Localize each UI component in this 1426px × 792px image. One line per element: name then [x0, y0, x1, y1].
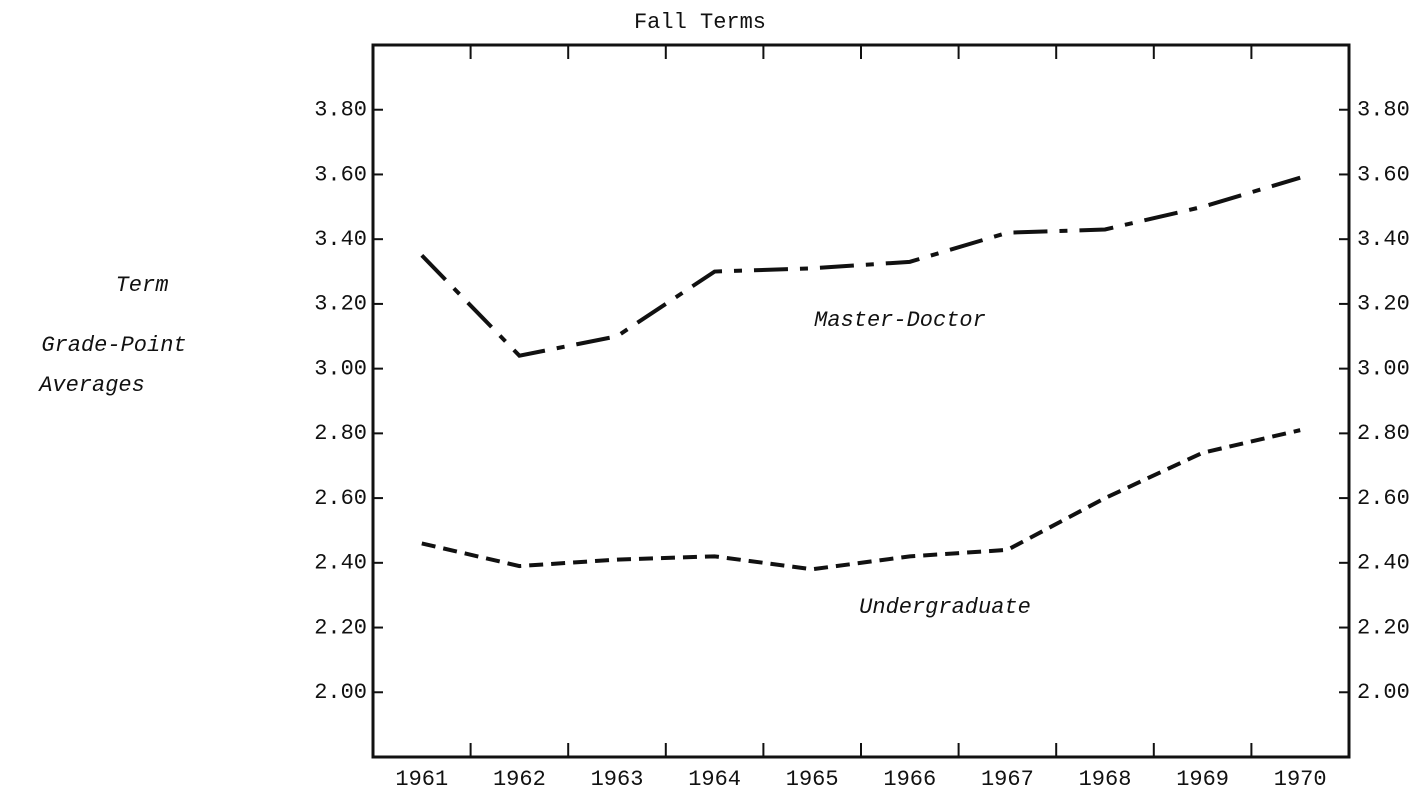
y-tick-label: 2.00 [314, 680, 367, 705]
x-tick-label: 1962 [493, 767, 546, 792]
y-tick-label: 3.80 [314, 98, 367, 123]
y2-tick-label: 3.40 [1357, 227, 1410, 252]
series-label: Undergraduate [859, 595, 1031, 620]
y-tick-label: 3.00 [314, 356, 367, 381]
series-label: Master-Doctor [814, 308, 986, 333]
y2-tick-label: 2.80 [1357, 421, 1410, 446]
y-tick-label: 2.60 [314, 486, 367, 511]
y-axis-label: Averages [37, 373, 145, 398]
y2-tick-label: 2.20 [1357, 615, 1410, 640]
plot-frame [371, 43, 1351, 759]
y2-tick-label: 2.00 [1357, 680, 1410, 705]
x-tick-label: 1967 [981, 767, 1034, 792]
y2-tick-label: 2.60 [1357, 486, 1410, 511]
series-line [420, 175, 1301, 358]
x-tick-label: 1966 [883, 767, 936, 792]
x-tick-label: 1961 [395, 767, 448, 792]
y2-tick-label: 2.40 [1357, 551, 1410, 576]
y-axis-label: Grade-Point [41, 333, 186, 358]
chart-title: Fall Terms [634, 10, 766, 35]
x-tick-label: 1964 [688, 767, 741, 792]
x-tick-label: 1968 [1079, 767, 1132, 792]
y-tick-label: 2.40 [314, 551, 367, 576]
y-tick-label: 3.20 [314, 292, 367, 317]
x-tick-label: 1965 [786, 767, 839, 792]
x-tick-label: 1969 [1176, 767, 1229, 792]
y-tick-label: 3.40 [314, 227, 367, 252]
y2-tick-label: 3.80 [1357, 98, 1410, 123]
y-tick-label: 3.60 [314, 162, 367, 187]
series-line [421, 428, 1301, 572]
x-tick-label: 1963 [591, 767, 644, 792]
y-tick-label: 2.20 [314, 615, 367, 640]
x-tick-label: 1970 [1274, 767, 1327, 792]
y-axis-label: Term [116, 273, 169, 298]
y2-tick-label: 3.20 [1357, 292, 1410, 317]
y2-tick-label: 3.60 [1357, 162, 1410, 187]
y-tick-label: 2.80 [314, 421, 367, 446]
y2-tick-label: 3.00 [1357, 356, 1410, 381]
